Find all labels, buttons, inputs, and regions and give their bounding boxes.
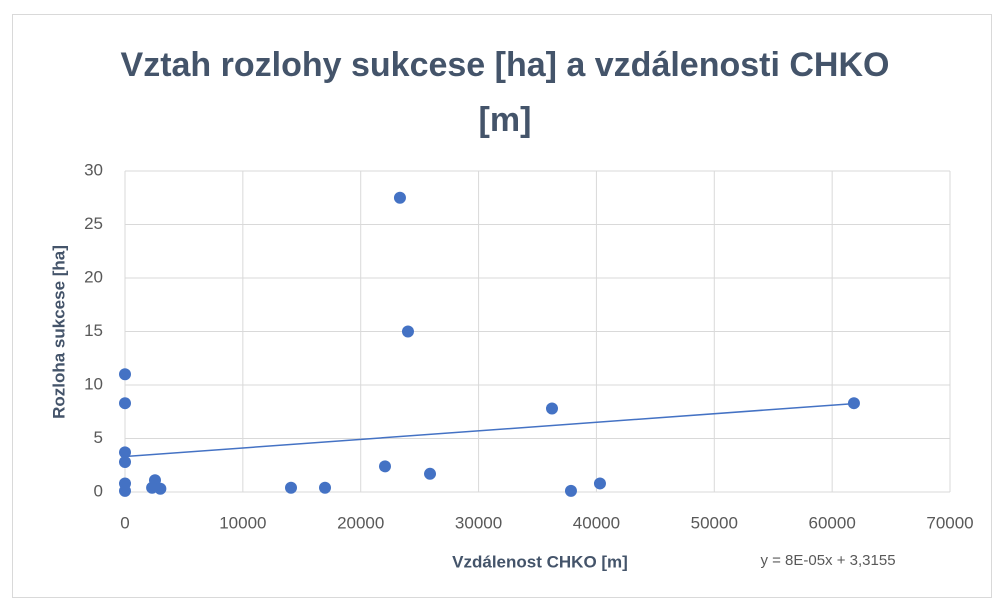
y-tick-label: 25 (84, 214, 103, 233)
x-tick-label: 0 (120, 513, 129, 532)
x-tick-label: 30000 (455, 513, 502, 532)
x-tick-label: 20000 (337, 513, 384, 532)
y-tick-label: 15 (84, 321, 103, 340)
y-tick-label: 10 (84, 374, 103, 393)
chart-frame (12, 14, 992, 598)
point (401, 325, 414, 338)
y-tick-label: 0 (94, 481, 103, 500)
x-tick-label: 70000 (926, 513, 973, 532)
point (378, 460, 391, 473)
x-tick-label: 50000 (691, 513, 738, 532)
trendline (124, 402, 855, 458)
x-tick-label: 60000 (809, 513, 856, 532)
point (424, 467, 437, 480)
point (119, 446, 131, 459)
point (393, 191, 406, 204)
point (545, 402, 558, 415)
point (593, 477, 606, 490)
x-tick-label: 10000 (219, 513, 266, 532)
point (119, 368, 131, 381)
point (119, 456, 131, 469)
point (285, 481, 298, 494)
point (319, 481, 332, 494)
trendline-equation: y = 8E-05x + 3,3155 (760, 552, 895, 569)
x-axis-label: Vzdálenost CHKO [m] (452, 552, 628, 571)
point (564, 484, 577, 497)
point (847, 397, 860, 410)
point (154, 482, 167, 495)
y-tick-label: 5 (94, 428, 103, 447)
chart-title: Vztah rozlohy sukcese [ha] a vzdálenosti… (120, 46, 890, 139)
point (119, 397, 131, 410)
y-tick-label: 20 (84, 267, 103, 286)
point (119, 484, 131, 497)
y-tick-label: 30 (84, 160, 103, 179)
x-tick-label: 40000 (573, 513, 620, 532)
y-axis-label: Rozloha sukcese [ha] (49, 245, 68, 419)
